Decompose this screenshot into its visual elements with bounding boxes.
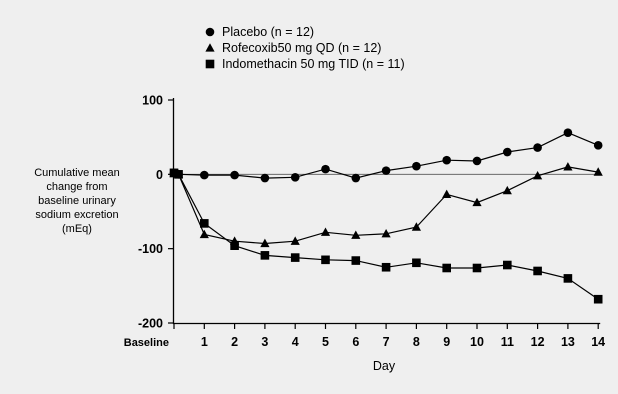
y-tick-label: 0 <box>156 168 163 182</box>
y-axis-label-line: baseline urinary <box>38 195 116 207</box>
data-point-square <box>593 294 603 304</box>
y-axis-label-line: (mEq) <box>62 223 92 235</box>
y-axis-label: Cumulative mean change from baseline uri… <box>18 166 136 236</box>
x-tick-label: 8 <box>413 335 420 349</box>
x-axis-label: Day <box>373 359 396 373</box>
data-point-square <box>230 241 239 250</box>
x-tick-label: 4 <box>292 335 299 349</box>
y-axis-label-line: Cumulative mean <box>34 167 120 179</box>
x-tick-label: 3 <box>261 335 268 349</box>
x-tick-label: 1 <box>201 335 208 349</box>
legend-label: Indomethacin 50 mg TID (n = 11) <box>222 57 405 71</box>
x-tick-label: 11 <box>501 335 514 349</box>
x-tick-label: 9 <box>443 335 450 349</box>
x-tick-label: 7 <box>383 335 390 349</box>
legend: Placebo (n = 12) Rofecoxib50 mg QD (n = 1… <box>205 25 405 71</box>
data-point-square <box>563 274 573 283</box>
data-point-square <box>503 260 512 270</box>
x-tick-label: Baseline <box>124 337 169 349</box>
legend-label: Placebo (n = 12) <box>222 25 314 39</box>
legend-square-marker <box>205 59 215 69</box>
data-point-triangle <box>351 230 361 239</box>
data-point-square <box>351 256 361 265</box>
data-point-square <box>412 258 421 268</box>
data-point-square <box>472 263 482 273</box>
legend-circle-marker <box>205 27 215 37</box>
x-tick-label: 13 <box>561 335 575 349</box>
data-point-square <box>442 263 451 273</box>
y-tick-label: -200 <box>138 317 163 331</box>
data-point-triangle <box>563 162 573 171</box>
data-point-square <box>533 266 542 276</box>
data-point-circle <box>503 147 512 157</box>
x-tick-label: 14 <box>591 335 605 349</box>
legend-triangle-marker <box>205 43 215 52</box>
data-point-circle <box>593 141 603 150</box>
data-point-triangle <box>411 222 421 231</box>
data-point-circle <box>230 170 239 180</box>
series-group <box>169 128 603 304</box>
y-tick-label: 100 <box>142 94 163 108</box>
y-axis-label-line: sodium excretion <box>35 209 119 221</box>
x-tick-label: 12 <box>531 335 545 349</box>
data-point-square <box>169 168 179 178</box>
x-tick-label: 6 <box>352 335 359 349</box>
data-point-triangle <box>199 229 209 239</box>
y-tick-label: -100 <box>138 242 163 256</box>
x-tick-label: 2 <box>231 335 238 349</box>
data-point-square <box>290 253 300 262</box>
data-point-square <box>174 170 183 179</box>
data-point-triangle <box>442 189 452 199</box>
data-point-triangle <box>290 236 300 245</box>
data-point-triangle <box>593 167 603 176</box>
data-point-circle <box>290 173 300 182</box>
data-point-circle <box>381 166 391 175</box>
data-point-triangle <box>320 227 331 236</box>
data-point-circle <box>533 143 542 152</box>
data-point-triangle <box>533 171 543 180</box>
data-point-triangle <box>472 197 482 207</box>
series-line-circle <box>173 132 599 179</box>
series-line-square <box>173 172 599 300</box>
legend-label: Rofecoxib50 mg QD (n = 12) <box>222 41 381 55</box>
data-point-circle <box>260 173 270 183</box>
data-point-square <box>381 262 391 272</box>
data-point-circle <box>351 173 361 183</box>
x-tick-label: 5 <box>322 335 329 349</box>
data-point-circle <box>200 170 209 180</box>
y-axis-label-line: change from <box>46 181 108 193</box>
data-point-circle <box>563 128 573 138</box>
data-point-circle <box>412 161 421 171</box>
data-point-square <box>260 251 270 260</box>
series-line-triangle <box>173 166 599 245</box>
data-point-square <box>321 255 330 265</box>
data-point-triangle <box>260 238 270 248</box>
data-point-circle <box>472 156 482 166</box>
x-tick-label: 10 <box>470 335 484 349</box>
data-point-triangle <box>381 229 391 238</box>
data-point-circle <box>442 155 452 165</box>
data-point-square <box>200 219 209 228</box>
data-point-circle <box>321 164 330 174</box>
data-point-triangle <box>502 185 512 195</box>
